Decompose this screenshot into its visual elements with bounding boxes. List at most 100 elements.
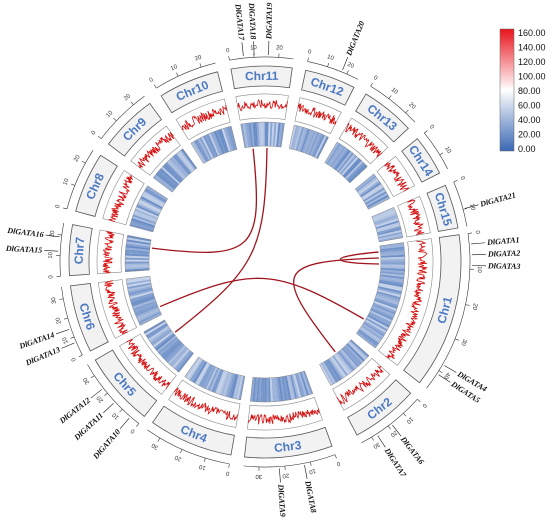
chr14-heatmap-cell [359,180,381,197]
chr11-tick [228,56,230,61]
chr11-heatmap-cell [252,122,257,147]
legend-tick-label: 60.00 [518,101,541,111]
chr7-heatmap-cell [125,259,150,262]
chr7-heatmap-cell [125,253,150,257]
gene-leader [119,418,130,429]
chr1-heatmap-cell [379,281,404,288]
gene-label-dlgata1: DlGATA1 [486,235,520,247]
chr2-heatmap-cell [348,340,368,359]
chr9-tick [97,135,102,139]
chr10-ideogram [160,71,223,114]
chr8-heatmap-cell [135,206,159,218]
chr12-heatmap-frame [288,124,329,159]
chr1-heatmap-cell [373,302,397,313]
chr1-heatmap-cell [358,329,379,346]
chr4-line-frame [168,379,241,428]
chr1-heatmap-cell [366,316,389,330]
chr1-heatmap-cell [378,282,403,290]
chr5-heatmap-cell [157,336,178,354]
chr10-tick [176,72,179,77]
chr12-heatmap-cell [313,134,326,158]
chr10-heatmap-cell [215,130,226,154]
chr4-tick-label: 10 [198,463,207,471]
chr12-heatmap-cell [290,125,299,150]
legend-tick-label: 140.00 [518,43,546,53]
chr4-heatmap-cell [230,374,239,399]
chr1-heatmap-cell [378,286,402,294]
chr6-tick [63,317,68,320]
chr13-tick-label: 0 [372,75,379,82]
gene-label-dlgata16: DlGATA16 [6,226,44,239]
chr8-tick-label: 0 [55,204,62,209]
chr1-heatmap-cell [357,330,378,347]
chr15-heatmap-frame [371,206,404,243]
chr5-heatmap-cell [169,346,188,366]
chr1-heatmap-cell [375,296,399,306]
chr15-heatmap-cell [372,209,396,220]
chr10-tick-label: 10 [170,64,179,73]
chr11-heatmap-cell [279,123,285,148]
chr1-heatmap-cell [368,311,392,325]
chr1-heatmap-cell [377,287,402,296]
chr1-tick [467,232,473,234]
chr3-heatmap-cell [302,371,313,395]
chr4-heatmap-cell [203,366,216,389]
chr7-heatmap-cell [127,235,152,242]
chr10-heatmap-cell [195,139,210,162]
chr2-heatmap-cell [329,357,345,379]
chr3-heatmap-cell [283,376,290,401]
chr13-tick-label: 20 [407,102,416,111]
chr4-tick [157,437,161,442]
chr9-ideogram [107,102,163,157]
chr4-heatmap-cell [194,362,209,385]
chr5-tick [136,423,140,427]
chr10-heatmap-cell [223,127,233,152]
chr6-heatmap-cell [129,292,154,301]
chr4-heatmap-cell [209,368,221,392]
chr6-heatmap-cell [127,284,152,292]
chr3-heatmap-cell [273,377,277,402]
chr5-heatmap-cell [175,351,193,372]
gene-label-dlgata19: DlGATA19 [264,3,274,41]
chr5-heatmap-cell [166,344,185,363]
chr2-tick [417,398,421,403]
chr6-tick-label: 0 [71,356,78,362]
chr2-tick [387,425,391,430]
chr12-heatmap-cell [292,125,301,150]
chr2-axis [361,398,418,444]
chr3-heatmap-cell [279,376,286,401]
chr8-heatmap-cell [131,217,155,228]
chr13-heatmap-cell [330,146,346,168]
chr1-heatmap-cell [380,274,405,280]
chr11-heatmap-cell [254,122,259,147]
chr8-heatmap-cell [146,185,168,201]
chr2-heatmap-cell [346,343,365,362]
chr5-heatmap-cell [160,339,180,357]
chr1-heatmap-cell [367,314,390,328]
gene-label-dlgata6: DlGATA6 [398,434,426,466]
chr8-heatmap-cell [140,195,163,209]
chr13-heatmap-cell [324,141,339,164]
chr1-heatmap-cell [379,242,404,248]
chr11-density-line [237,98,288,111]
chr7-heatmap-cell [126,239,151,245]
gene-leader [304,465,308,479]
chr4-heatmap-cell [238,375,245,400]
chr2-heatmap-cell [337,351,355,372]
chr13-density-line [345,123,383,158]
gene-leader [61,342,75,349]
chr12-tick-label: 20 [346,62,355,70]
chr9-heatmap-cell [155,172,176,190]
chr3-heatmap-cell [301,371,311,395]
chr14-tick-label: 0 [428,124,435,131]
chr4-heatmap-cell [205,367,218,390]
chr11-heatmap-cell [264,122,267,147]
chr9-tick [113,117,117,122]
chr8-tick-label: 20 [73,154,82,163]
chr10-axis [156,62,216,89]
chr13-ideogram [355,93,409,143]
chr6-heatmap-cell [128,286,152,294]
gene-leader [444,365,457,373]
chr14-heatmap-frame [354,173,391,210]
